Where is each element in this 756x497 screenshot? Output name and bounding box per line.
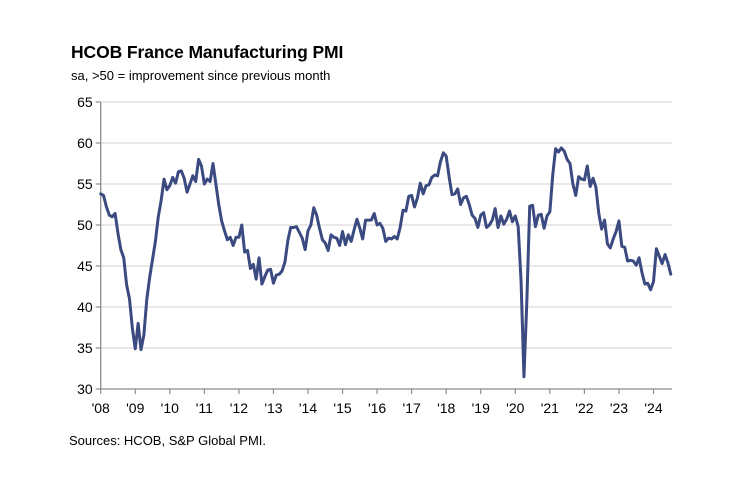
x-tick-label: '19 xyxy=(472,400,490,416)
x-tick-label: '10 xyxy=(161,400,179,416)
gridlines xyxy=(100,101,672,349)
x-tick-label: '18 xyxy=(437,400,455,416)
series-line-pmi xyxy=(99,146,673,379)
y-tick-label: 45 xyxy=(77,258,93,274)
x-tick-label: '08 xyxy=(92,400,110,416)
x-tick-label: '17 xyxy=(403,400,421,416)
x-tick-label: '21 xyxy=(541,400,559,416)
y-tick-label: 35 xyxy=(77,340,93,356)
y-tick-label: 55 xyxy=(77,176,93,192)
y-tick-label: 40 xyxy=(77,299,93,315)
y-tick-label: 30 xyxy=(77,381,93,397)
x-tick-label: '20 xyxy=(506,400,524,416)
x-tick-label: '12 xyxy=(230,400,248,416)
chart-subtitle: sa, >50 = improvement since previous mon… xyxy=(71,68,331,83)
x-tick-label: '14 xyxy=(299,400,317,416)
x-tick-label: '15 xyxy=(333,400,351,416)
x-tick-label: '24 xyxy=(644,400,662,416)
series-group xyxy=(99,146,673,379)
y-tick-label: 50 xyxy=(77,217,93,233)
y-tick-labels: 30 35 40 45 50 55 60 65 xyxy=(77,94,93,397)
y-tick-label: 60 xyxy=(77,135,93,151)
x-tick-label: '13 xyxy=(264,400,282,416)
chart-title: HCOB France Manufacturing PMI xyxy=(71,42,344,62)
x-tick-label: '16 xyxy=(368,400,386,416)
x-tick-label: '23 xyxy=(610,400,628,416)
x-tick-label: '11 xyxy=(196,400,213,416)
x-tick-label: '22 xyxy=(575,400,593,416)
x-tick-labels: '08 '09 '10 '11 '12 '13 '14 '15 '16 '17 '18 '19 '20 '… xyxy=(92,400,663,416)
y-tick-label: 65 xyxy=(77,94,93,110)
x-tick-label: '09 xyxy=(126,400,144,416)
source-note: Sources: HCOB, S&P Global PMI. xyxy=(69,433,266,448)
axes xyxy=(95,101,672,394)
